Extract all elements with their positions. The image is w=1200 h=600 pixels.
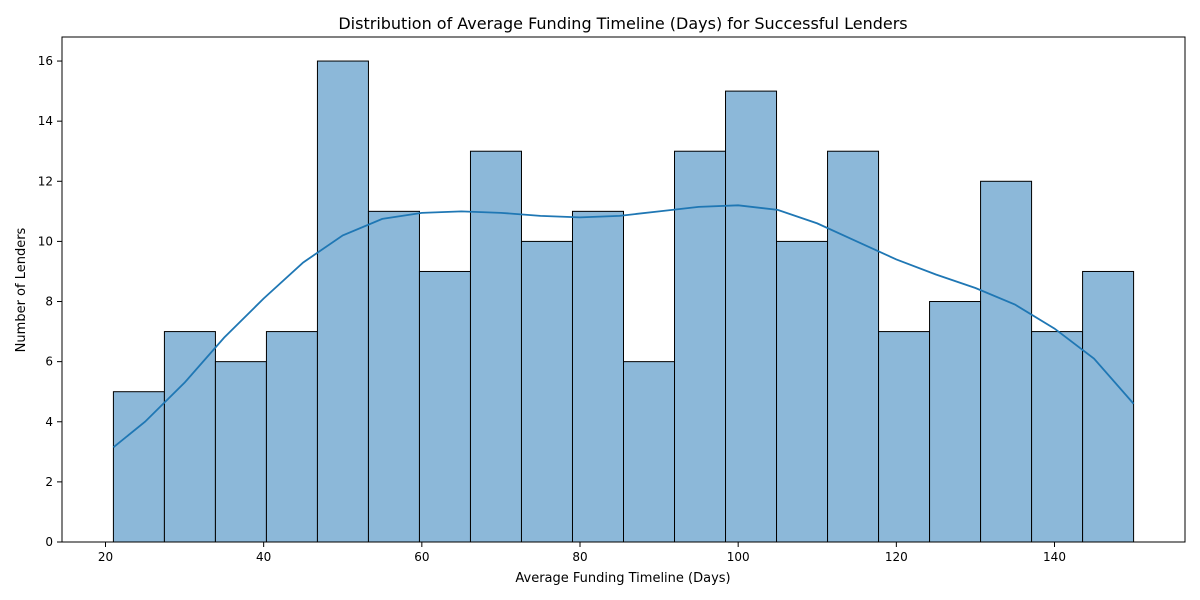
histogram-bar-5 bbox=[316, 60, 369, 543]
plot-frame bbox=[61, 36, 1186, 543]
x-tick-label: 20 bbox=[98, 550, 113, 564]
y-tick-label: 4 bbox=[45, 415, 53, 429]
x-axis-ticks: 20 40 60 80 100 120 140 bbox=[98, 542, 1066, 564]
histogram-bar-2 bbox=[163, 331, 216, 543]
chart-title: Distribution of Average Funding Timeline… bbox=[338, 14, 907, 33]
histogram-bar-15 bbox=[827, 150, 880, 543]
histogram-bar-6 bbox=[367, 210, 420, 543]
histogram-bar-8 bbox=[469, 150, 522, 543]
x-tick-label: 80 bbox=[572, 550, 587, 564]
histogram-bar-4 bbox=[265, 331, 318, 543]
y-axis-label: Number of Lenders bbox=[14, 227, 29, 352]
histogram-bar-14 bbox=[776, 240, 829, 543]
histogram-bar-10 bbox=[571, 210, 624, 543]
histogram-bar-13 bbox=[725, 90, 778, 543]
histogram-bar-20 bbox=[1082, 270, 1135, 543]
x-tick-label: 100 bbox=[727, 550, 750, 564]
y-tick-label: 14 bbox=[38, 114, 53, 128]
histogram-bar-19 bbox=[1031, 331, 1084, 543]
x-tick-label: 120 bbox=[885, 550, 908, 564]
y-axis-ticks: 0 2 4 6 8 10 12 14 16 bbox=[38, 54, 62, 549]
x-axis-label: Average Funding Timeline (Days) bbox=[515, 571, 730, 586]
histogram-bar-12 bbox=[674, 150, 727, 543]
histogram-bar-9 bbox=[520, 240, 573, 543]
y-tick-label: 0 bbox=[45, 535, 53, 549]
y-tick-label: 12 bbox=[38, 174, 53, 188]
y-tick-label: 6 bbox=[45, 355, 53, 369]
x-tick-label: 140 bbox=[1043, 550, 1066, 564]
histogram-bar-7 bbox=[418, 270, 471, 543]
histogram-bar-11 bbox=[623, 361, 676, 543]
x-tick-label: 60 bbox=[414, 550, 429, 564]
histogram-bar-1 bbox=[112, 391, 165, 543]
y-tick-label: 16 bbox=[38, 54, 53, 68]
histogram-bar-3 bbox=[214, 361, 267, 543]
histogram-bar-16 bbox=[878, 331, 931, 543]
y-tick-label: 8 bbox=[45, 295, 53, 309]
histogram-bar-17 bbox=[929, 301, 982, 543]
x-tick-label: 40 bbox=[256, 550, 271, 564]
y-tick-label: 2 bbox=[45, 475, 53, 489]
kde-curve bbox=[112, 204, 1135, 449]
y-tick-label: 10 bbox=[38, 234, 53, 248]
histogram-bars bbox=[112, 60, 1135, 543]
histogram-bar-18 bbox=[980, 180, 1033, 543]
